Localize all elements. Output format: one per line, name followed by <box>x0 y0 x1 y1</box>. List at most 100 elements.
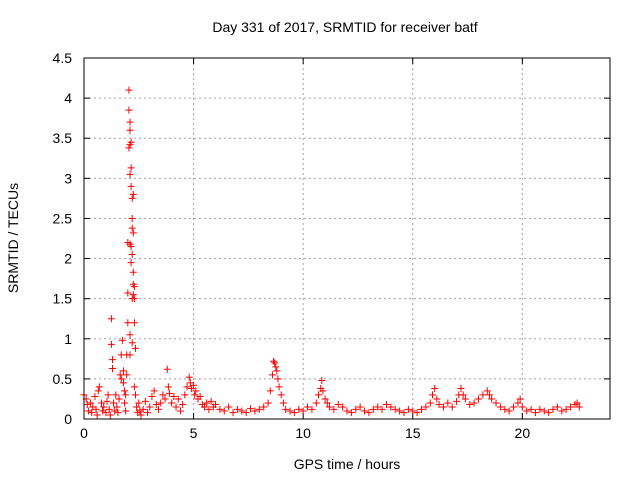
data-point <box>98 399 106 407</box>
data-point <box>496 403 504 411</box>
data-point <box>126 170 134 178</box>
data-point <box>130 383 138 391</box>
data-point <box>545 409 553 417</box>
plot-frame <box>83 57 611 420</box>
data-point <box>304 403 312 411</box>
data-point <box>126 118 134 126</box>
data-point <box>119 367 127 375</box>
x-tick-label: 10 <box>295 425 311 441</box>
data-point <box>205 405 213 413</box>
data-point <box>192 387 200 395</box>
data-point <box>516 395 524 403</box>
data-point <box>448 403 456 411</box>
data-point <box>323 399 331 407</box>
data-point <box>203 399 211 407</box>
data-point <box>163 365 171 373</box>
data-point <box>558 407 566 415</box>
data-point <box>183 383 191 391</box>
y-tick-label: 4.5 <box>53 50 73 66</box>
data-point <box>105 405 113 413</box>
data-point <box>123 371 131 379</box>
data-point <box>185 373 193 381</box>
data-point <box>347 409 355 417</box>
data-point <box>318 376 326 384</box>
data-point <box>129 268 137 276</box>
data-point <box>129 229 137 237</box>
data-point <box>271 359 279 367</box>
data-point <box>130 295 138 303</box>
data-point <box>164 383 172 391</box>
data-point <box>444 399 452 407</box>
chart-title: Day 331 of 2017, SRMTID for receiver bat… <box>212 19 477 35</box>
data-point <box>413 409 421 417</box>
data-point <box>466 401 474 409</box>
data-point <box>275 383 283 391</box>
y-tick-label: 3.5 <box>53 130 73 146</box>
data-point <box>84 407 92 415</box>
data-point <box>148 393 156 401</box>
data-point <box>369 405 377 413</box>
data-point <box>523 407 531 415</box>
data-point <box>212 401 219 409</box>
y-tick-label: 0 <box>64 411 72 427</box>
data-point <box>536 405 544 413</box>
data-point <box>128 339 136 347</box>
data-point <box>127 182 135 190</box>
data-point <box>128 251 136 259</box>
data-point <box>126 351 134 359</box>
data-point <box>118 336 126 344</box>
data-point <box>165 389 173 397</box>
data-point <box>107 340 115 348</box>
data-point <box>129 291 137 299</box>
data-point <box>125 86 133 94</box>
data-point <box>104 391 112 399</box>
data-point <box>93 411 101 419</box>
data-point <box>122 391 130 399</box>
data-point <box>103 397 111 405</box>
data-point <box>479 391 487 399</box>
data-point <box>124 289 132 297</box>
y-tick-label: 3 <box>64 170 72 186</box>
data-point <box>553 403 561 411</box>
data-point <box>299 407 307 415</box>
data-point <box>191 391 199 399</box>
data-point <box>135 399 143 407</box>
data-point <box>136 407 144 415</box>
data-point <box>220 407 228 415</box>
data-point <box>174 395 182 403</box>
data-point <box>168 399 176 407</box>
data-point <box>400 409 408 417</box>
axis-ticks: 0 5 10 15 20 0 0.5 1 1.5 2 2.5 3 3.5 4 4.5 <box>53 50 610 441</box>
grid-lines <box>84 58 610 419</box>
data-point <box>295 405 303 413</box>
data-point <box>260 403 268 411</box>
data-point <box>510 403 518 411</box>
data-point <box>127 259 135 267</box>
data-point <box>91 393 99 401</box>
data-point <box>325 403 333 411</box>
data-point <box>266 387 274 395</box>
data-point <box>330 405 338 413</box>
data-point <box>387 403 395 411</box>
data-point <box>95 383 103 391</box>
y-tick-label: 0.5 <box>53 371 73 387</box>
data-point <box>114 409 122 417</box>
data-point <box>150 387 158 395</box>
data-point <box>319 387 327 395</box>
x-tick-label: 15 <box>405 425 421 441</box>
data-point <box>274 375 282 383</box>
data-point <box>492 399 500 407</box>
data-point <box>418 405 426 413</box>
data-point <box>286 407 294 415</box>
data-point <box>111 407 119 415</box>
data-point <box>161 395 169 403</box>
data-point <box>128 194 136 202</box>
data-point <box>315 391 323 399</box>
data-point <box>575 403 583 411</box>
data-point <box>87 399 95 407</box>
data-point <box>181 391 189 399</box>
data-point <box>157 399 165 407</box>
data-point <box>100 403 108 411</box>
data-point <box>116 371 124 379</box>
data-point <box>190 381 198 389</box>
